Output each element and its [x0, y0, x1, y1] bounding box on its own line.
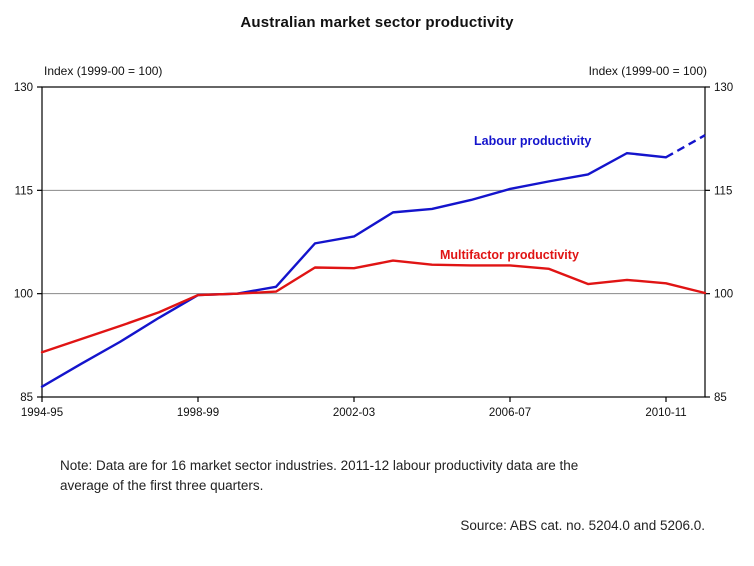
x-tick-label: 1994-95	[21, 407, 63, 419]
y-tick-label-right: 100	[714, 289, 733, 301]
x-tick-label: 2006-07	[489, 407, 531, 419]
multifactor-series-label: Multifactor productivity	[440, 248, 579, 262]
y-tick-label-left: 100	[14, 289, 33, 301]
axis-frame	[41, 86, 706, 398]
labour-productivity-line	[40, 151, 668, 388]
y-tick-label-left: 85	[20, 392, 33, 404]
y-tick-label-right: 85	[714, 392, 727, 404]
labour-productivity-line-projected	[665, 134, 706, 159]
x-tick-label: 2010-11	[645, 407, 686, 419]
multifactor-productivity-line	[40, 259, 707, 354]
x-tick-label: 2002-03	[333, 407, 375, 419]
footnote: Note: Data are for 16 market sector indu…	[60, 456, 700, 497]
y-tick-label-left: 115	[15, 185, 33, 197]
footnote-line-1: Note: Data are for 16 market sector indu…	[60, 458, 579, 473]
productivity-line-chart: 85 85 100 100 115 115 130 130 1994-95 1998-99 2002…	[14, 82, 733, 419]
y-tick-label-right: 130	[714, 82, 733, 94]
footnote-line-2: average of the first three quarters.	[60, 478, 264, 494]
labour-series-label: Labour productivity	[474, 134, 592, 148]
y-tick-label-left: 130	[14, 82, 33, 94]
chart-title: Australian market sector productivity	[240, 14, 514, 31]
y-tick-label-right: 115	[714, 185, 732, 197]
y-axis-unit-right: Index (1999-00 = 100)	[588, 64, 707, 78]
source-citation: Source: ABS cat. no. 5204.0 and 5206.0.	[460, 518, 705, 533]
y-axis-unit-left: Index (1999-00 = 100)	[44, 64, 163, 78]
x-tick-label: 1998-99	[177, 407, 219, 419]
